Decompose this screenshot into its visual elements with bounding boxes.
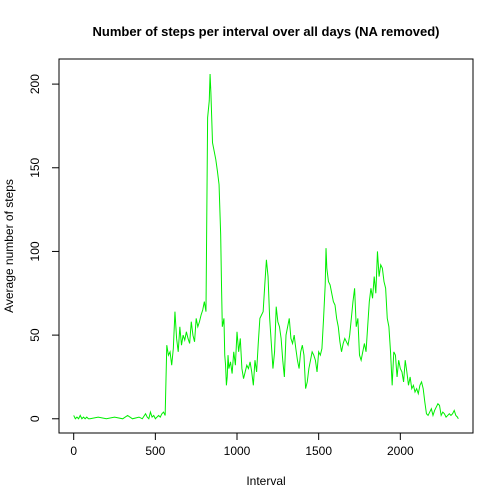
y-axis-label: Average number of steps (2, 179, 16, 313)
y-tick-label: 0 (28, 415, 42, 422)
x-tick-label: 2000 (387, 444, 414, 458)
y-tick-label: 50 (28, 328, 42, 342)
series-line (73, 74, 459, 420)
y-tick-label: 150 (28, 157, 42, 177)
chart-title: Number of steps per interval over all da… (92, 24, 439, 39)
y-tick-label: 200 (28, 74, 42, 94)
x-tick-label: 1500 (305, 444, 332, 458)
y-axis: 0 50 100 150 200 (28, 74, 60, 422)
x-axis-label: Interval (246, 474, 285, 488)
x-tick-label: 500 (145, 444, 165, 458)
x-tick-label: 1000 (224, 444, 251, 458)
x-axis: 0 500 1000 1500 2000 (70, 432, 414, 458)
y-tick-label: 100 (28, 241, 42, 261)
x-tick-label: 0 (70, 444, 77, 458)
